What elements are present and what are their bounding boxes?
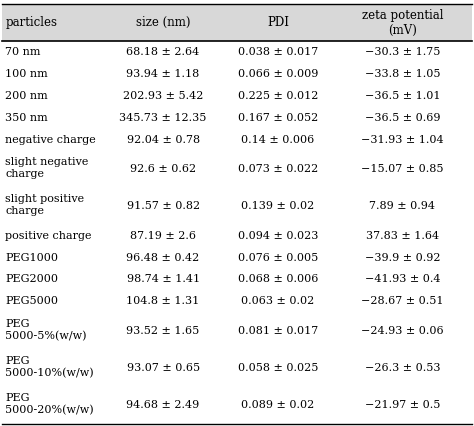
Text: positive charge: positive charge [5, 231, 91, 241]
Text: slight positive
charge: slight positive charge [5, 194, 84, 216]
Text: −21.97 ± 0.5: −21.97 ± 0.5 [365, 400, 440, 410]
Text: zeta potential
(mV): zeta potential (mV) [362, 9, 443, 37]
Text: 0.076 ± 0.005: 0.076 ± 0.005 [238, 253, 318, 263]
Text: 94.68 ± 2.49: 94.68 ± 2.49 [127, 400, 200, 410]
Text: 0.139 ± 0.02: 0.139 ± 0.02 [241, 201, 315, 211]
Text: 0.066 ± 0.009: 0.066 ± 0.009 [238, 69, 318, 79]
Text: −15.07 ± 0.85: −15.07 ± 0.85 [361, 164, 444, 174]
Text: 345.73 ± 12.35: 345.73 ± 12.35 [119, 113, 207, 123]
Text: 92.6 ± 0.62: 92.6 ± 0.62 [130, 164, 196, 174]
Text: 87.19 ± 2.6: 87.19 ± 2.6 [130, 231, 196, 241]
Text: PEG5000: PEG5000 [5, 296, 58, 306]
Text: PEG
5000-20%(w/w): PEG 5000-20%(w/w) [5, 393, 94, 415]
Text: 200 nm: 200 nm [5, 91, 48, 101]
Text: 0.073 ± 0.022: 0.073 ± 0.022 [238, 164, 318, 174]
Text: 0.063 ± 0.02: 0.063 ± 0.02 [241, 296, 315, 306]
Text: 93.94 ± 1.18: 93.94 ± 1.18 [127, 69, 200, 79]
Text: 100 nm: 100 nm [5, 69, 48, 79]
Text: −41.93 ± 0.4: −41.93 ± 0.4 [365, 274, 440, 285]
Text: PDI: PDI [267, 16, 289, 29]
Text: 0.167 ± 0.052: 0.167 ± 0.052 [238, 113, 318, 123]
Text: slight negative
charge: slight negative charge [5, 157, 89, 179]
Text: 0.225 ± 0.012: 0.225 ± 0.012 [238, 91, 318, 101]
Text: 68.18 ± 2.64: 68.18 ± 2.64 [127, 47, 200, 58]
Text: −26.3 ± 0.53: −26.3 ± 0.53 [365, 363, 440, 373]
Text: PEG
5000-10%(w/w): PEG 5000-10%(w/w) [5, 356, 94, 378]
Text: 96.48 ± 0.42: 96.48 ± 0.42 [127, 253, 200, 263]
Text: 202.93 ± 5.42: 202.93 ± 5.42 [123, 91, 203, 101]
Text: 0.14 ± 0.006: 0.14 ± 0.006 [241, 135, 315, 144]
Text: 93.07 ± 0.65: 93.07 ± 0.65 [127, 363, 200, 373]
Text: 37.83 ± 1.64: 37.83 ± 1.64 [366, 231, 439, 241]
Text: −31.93 ± 1.04: −31.93 ± 1.04 [361, 135, 444, 144]
Text: particles: particles [5, 16, 57, 29]
Text: −33.8 ± 1.05: −33.8 ± 1.05 [365, 69, 440, 79]
Text: 0.058 ± 0.025: 0.058 ± 0.025 [238, 363, 318, 373]
Text: 70 nm: 70 nm [5, 47, 41, 58]
Text: 0.081 ± 0.017: 0.081 ± 0.017 [238, 326, 318, 336]
Text: 350 nm: 350 nm [5, 113, 48, 123]
Text: negative charge: negative charge [5, 135, 96, 144]
Text: 93.52 ± 1.65: 93.52 ± 1.65 [127, 326, 200, 336]
Text: −36.5 ± 0.69: −36.5 ± 0.69 [365, 113, 440, 123]
Text: 104.8 ± 1.31: 104.8 ± 1.31 [127, 296, 200, 306]
Text: 98.74 ± 1.41: 98.74 ± 1.41 [127, 274, 200, 285]
Text: PEG2000: PEG2000 [5, 274, 58, 285]
Text: −36.5 ± 1.01: −36.5 ± 1.01 [365, 91, 440, 101]
Text: 0.094 ± 0.023: 0.094 ± 0.023 [238, 231, 318, 241]
Text: 0.089 ± 0.02: 0.089 ± 0.02 [241, 400, 315, 410]
Text: 7.89 ± 0.94: 7.89 ± 0.94 [369, 201, 436, 211]
Text: PEG1000: PEG1000 [5, 253, 58, 263]
Text: 0.038 ± 0.017: 0.038 ± 0.017 [238, 47, 318, 58]
Text: −24.93 ± 0.06: −24.93 ± 0.06 [361, 326, 444, 336]
Text: PEG
5000-5%(w/w): PEG 5000-5%(w/w) [5, 319, 87, 341]
Text: −30.3 ± 1.75: −30.3 ± 1.75 [365, 47, 440, 58]
Bar [2, 4, 472, 41]
Text: −28.67 ± 0.51: −28.67 ± 0.51 [361, 296, 444, 306]
Text: 91.57 ± 0.82: 91.57 ± 0.82 [127, 201, 200, 211]
Text: 92.04 ± 0.78: 92.04 ± 0.78 [127, 135, 200, 144]
Text: size (nm): size (nm) [136, 16, 191, 29]
Text: 0.068 ± 0.006: 0.068 ± 0.006 [238, 274, 318, 285]
Text: −39.9 ± 0.92: −39.9 ± 0.92 [365, 253, 440, 263]
